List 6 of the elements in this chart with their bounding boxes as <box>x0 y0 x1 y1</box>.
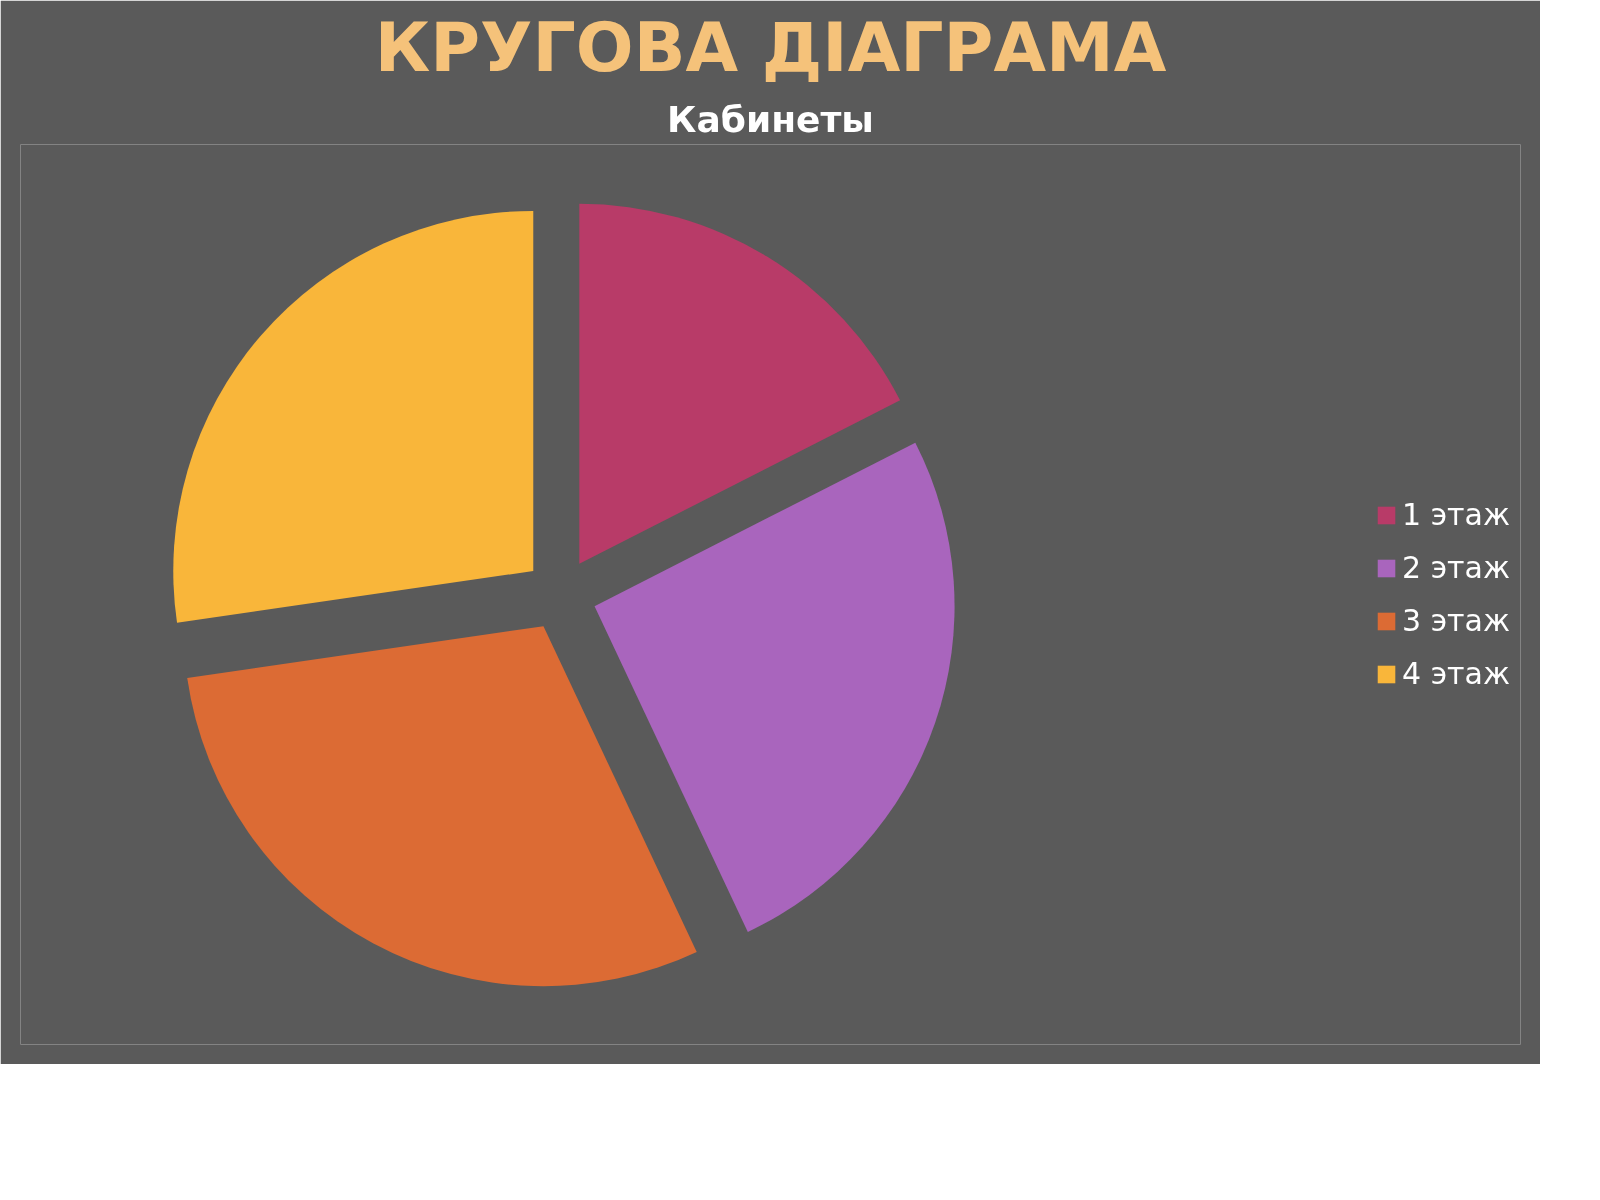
chart-subtitle: Кабинеты <box>667 98 874 140</box>
legend-label: 4 этаж <box>1402 656 1510 691</box>
legend-label: 3 этаж <box>1402 603 1510 638</box>
legend-label: 2 этаж <box>1402 550 1510 585</box>
legend-label: 1 этаж <box>1402 497 1510 532</box>
chart-title: КРУГОВА ДІАГРАМА <box>374 7 1167 87</box>
